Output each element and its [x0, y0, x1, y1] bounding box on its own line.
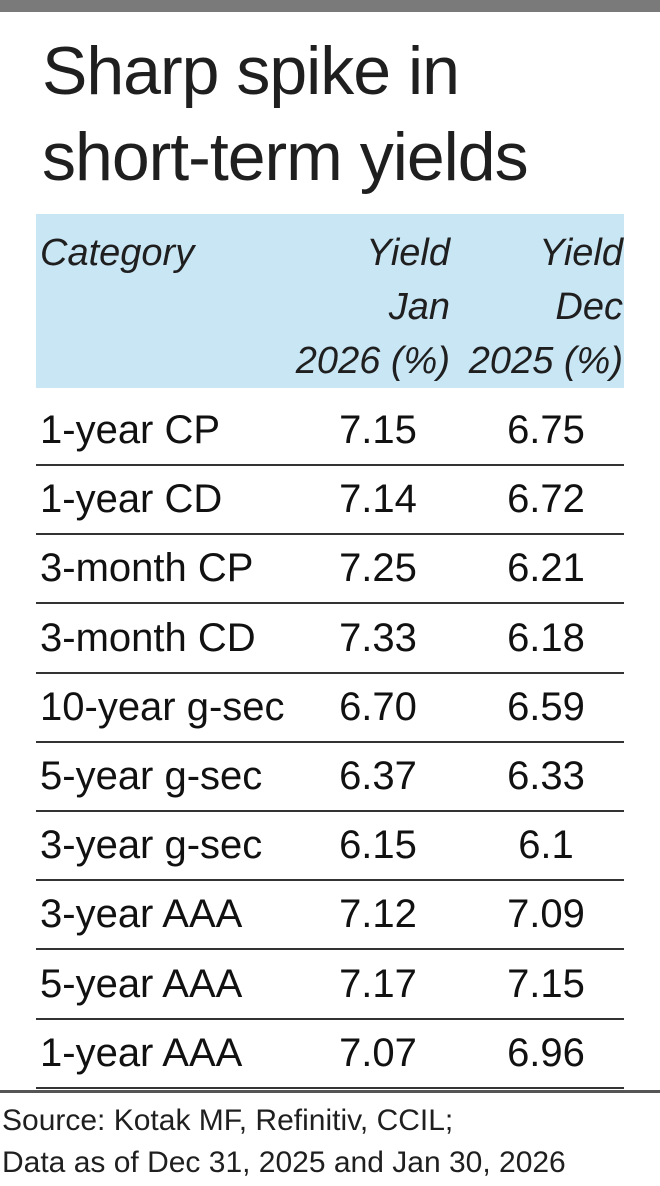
cell-yield-jan: 7.17 — [339, 961, 417, 1006]
chart-title-line-1: Sharp spike in — [42, 33, 460, 109]
header-dec-line-2: Dec — [555, 286, 623, 328]
cell-yield-jan: 7.25 — [339, 546, 417, 591]
header-category: Category — [40, 232, 195, 274]
table-row: 5-year AAA 7.17 7.15 — [36, 951, 624, 1020]
cell-yield-jan: 7.14 — [339, 477, 417, 522]
cell-category: 3-month CP — [40, 546, 254, 591]
top-bar — [0, 0, 660, 12]
cell-category: 3-year AAA — [40, 892, 243, 937]
source-note: Source: Kotak MF, Refinitiv, CCIL; Data … — [2, 1100, 652, 1184]
source-line-2: Data as of Dec 31, 2025 and Jan 30, 2026 — [2, 1146, 566, 1179]
table-row: 10-year g-sec 6.70 6.59 — [36, 674, 624, 743]
cell-category: 1-year CD — [40, 477, 223, 522]
header-jan-line-3: 2026 (%) — [295, 340, 450, 382]
cell-yield-dec: 6.75 — [507, 408, 585, 452]
table-row: 5-year g-sec 6.37 6.33 — [36, 743, 624, 812]
cell-yield-dec: 7.15 — [507, 961, 585, 1006]
table-row: 1-year CD 7.14 6.72 — [36, 466, 624, 536]
cell-yield-dec: 6.72 — [507, 477, 585, 522]
source-line-1: Source: Kotak MF, Refinitiv, CCIL; — [2, 1104, 454, 1137]
header-jan-line-1: Yield — [366, 232, 450, 274]
cell-category: 5-year AAA — [40, 961, 243, 1006]
table-row: 1-year AAA 7.07 6.96 — [36, 1020, 624, 1089]
cell-category: 5-year g-sec — [40, 754, 263, 798]
cell-category: 3-month CD — [40, 615, 256, 660]
cell-yield-dec: 6.21 — [507, 546, 585, 591]
cell-yield-dec: 6.1 — [518, 823, 574, 868]
cell-category: 3-year g-sec — [40, 823, 263, 868]
table-row: 3-year g-sec 6.15 6.1 — [36, 812, 624, 882]
chart-title-line-2: short-term yields — [42, 119, 529, 195]
table-row: 3-year AAA 7.12 7.09 — [36, 881, 624, 951]
cell-category: 10-year g-sec — [40, 684, 285, 729]
header-dec-line-1: Yield — [539, 232, 623, 274]
header-yield-dec-2025: Yield Dec 2025 (%) — [443, 226, 623, 388]
cell-yield-dec: 6.96 — [507, 1030, 585, 1075]
chart-title: Sharp spike in short-term yields — [42, 28, 642, 200]
header-jan-line-2: Jan — [388, 286, 450, 328]
cell-yield-dec: 6.18 — [507, 615, 585, 660]
header-yield-jan-2026: Yield Jan 2026 (%) — [270, 226, 450, 388]
table-row: 3-month CP 7.25 6.21 — [36, 535, 624, 605]
cell-category: 1-year AAA — [40, 1030, 243, 1075]
table-row: 3-month CD 7.33 6.18 — [36, 605, 624, 674]
cell-yield-dec: 7.09 — [507, 892, 585, 937]
cell-yield-jan: 7.15 — [339, 408, 417, 452]
header-dec-line-3: 2025 (%) — [468, 340, 623, 382]
cell-yield-jan: 7.12 — [339, 892, 417, 937]
cell-yield-jan: 7.07 — [339, 1030, 417, 1075]
cell-yield-jan: 6.70 — [339, 684, 417, 729]
table-row: 1-year CP 7.15 6.75 — [36, 397, 624, 466]
cell-yield-dec: 6.33 — [507, 754, 585, 798]
cell-yield-dec: 6.59 — [507, 684, 585, 729]
cell-category: 1-year CP — [40, 408, 221, 452]
bottom-rule — [0, 1090, 660, 1093]
cell-yield-jan: 7.33 — [339, 615, 417, 660]
table-header — [36, 214, 624, 388]
cell-yield-jan: 6.37 — [339, 754, 417, 798]
cell-yield-jan: 6.15 — [339, 823, 417, 868]
